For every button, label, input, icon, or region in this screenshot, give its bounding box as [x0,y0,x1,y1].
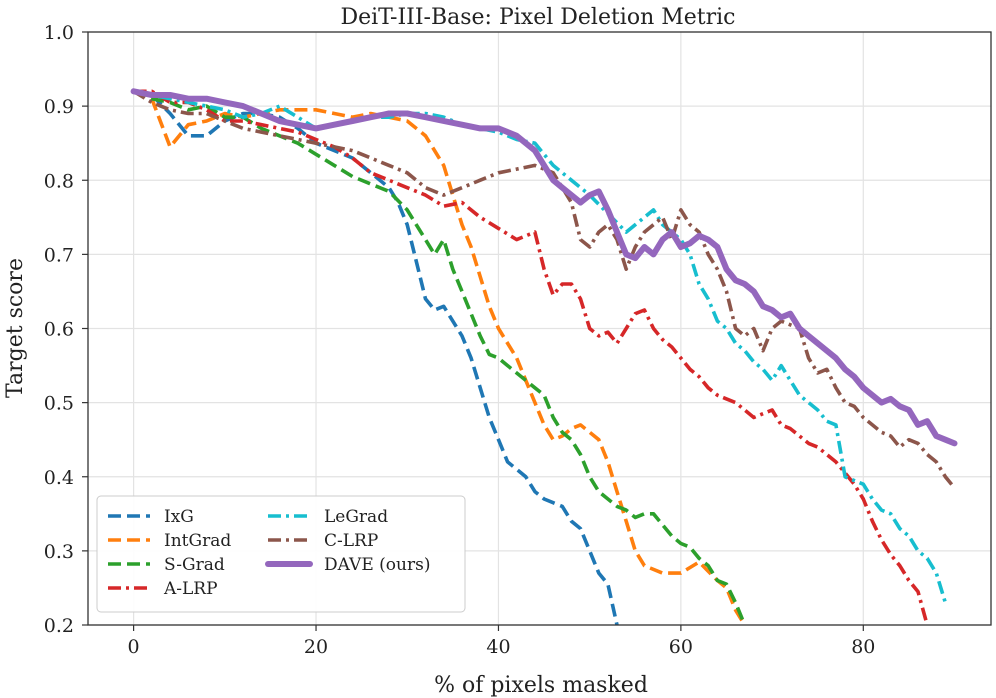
series-line-ixg [133,89,619,625]
x-tick-label: 40 [486,636,510,658]
series-line-a-lrp [133,89,929,625]
legend: IxG IntGrad S-Grad A-LRP LeGrad C-LRP DAVE (ou… [96,495,466,613]
y-tick-label: 0.3 [44,541,74,563]
y-tick-label: 0.5 [44,393,74,415]
x-tick-label: 0 [128,636,140,658]
x-tick-label: 60 [669,636,693,658]
y-tick-label: 0.4 [44,467,74,489]
tick-layer: 0 20 40 60 80 0.2 0.3 0.4 0.5 0.6 0.7 0.8 0.9 1.0 [44,22,876,658]
x-axis-label: % of pixels masked [434,673,648,698]
legend-label: DAVE (ours) [324,555,430,575]
series-layer [130,88,958,625]
chart-title: DeiT-III-Base: Pixel Deletion Metric [340,5,735,30]
legend-label: IxG [164,507,194,527]
legend-box [96,495,466,613]
y-tick-label: 0.7 [44,244,74,266]
legend-label: S-Grad [164,555,225,575]
series-line-intgrad [132,89,747,625]
legend-label: A-LRP [163,579,218,599]
series-line-s-grad [132,89,747,625]
legend-label: C-LRP [324,531,378,551]
x-tick-label: 20 [304,636,328,658]
y-tick-label: 0.9 [44,96,74,118]
y-axis-label: Target score [3,258,28,398]
legend-label: LeGrad [324,507,388,527]
series-line-dave-ours [130,88,958,447]
series-line-c-lrp [132,89,956,490]
y-tick-label: 0.2 [44,615,74,637]
y-tick-label: 1.0 [44,22,74,44]
y-tick-label: 0.6 [44,319,74,341]
x-tick-label: 80 [851,636,875,658]
y-tick-label: 0.8 [44,170,74,192]
legend-label: IntGrad [164,531,231,551]
